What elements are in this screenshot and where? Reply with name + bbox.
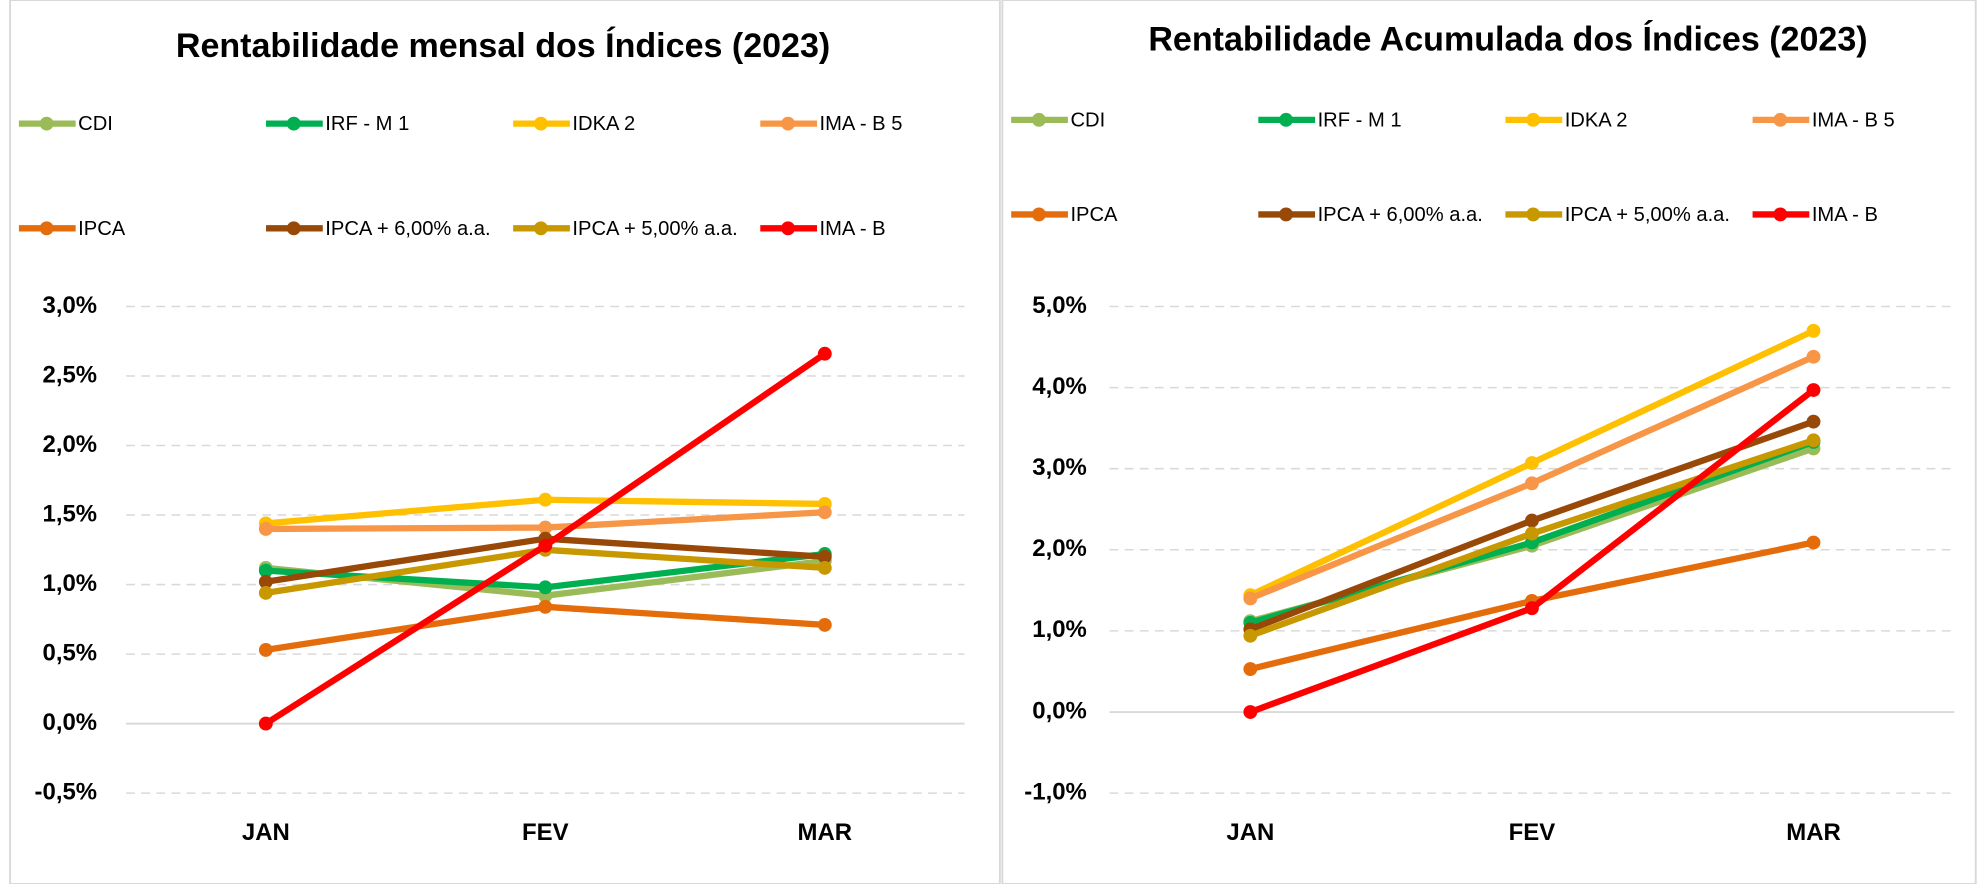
data-point: [538, 492, 553, 507]
panel-left: [9, 0, 1001, 884]
y-tick-label: 4,0%: [1032, 373, 1087, 400]
legend-marker: [1526, 112, 1541, 127]
data-point: [817, 346, 832, 361]
y-tick-label: 0,0%: [1032, 697, 1087, 724]
data-point: [1243, 628, 1258, 643]
data-point: [1524, 513, 1539, 528]
legend-marker: [286, 221, 301, 236]
data-point: [538, 580, 553, 595]
data-point: [1524, 456, 1539, 470]
data-point: [1806, 349, 1821, 364]
y-tick-label: 2,5%: [43, 361, 98, 388]
data-point: [1524, 601, 1539, 616]
legend-label: IDKA 2: [1565, 109, 1628, 131]
legend-label: CDI: [78, 113, 113, 135]
x-tick-label: MAR: [1786, 819, 1841, 846]
data-point: [1243, 705, 1258, 719]
y-tick-label: 5,0%: [1032, 292, 1087, 319]
legend-label: IMA - B: [820, 218, 886, 240]
data-point: [258, 563, 273, 578]
legend-label: IDKA 2: [572, 113, 635, 135]
data-point: [1524, 476, 1539, 491]
data-point: [1806, 535, 1821, 550]
legend-label: IRF - M 1: [1318, 109, 1402, 131]
legend-marker: [781, 116, 795, 131]
y-tick-label: 1,0%: [43, 570, 98, 597]
legend-label: IMA - B 5: [820, 113, 903, 135]
data-point: [1243, 662, 1258, 676]
legend-marker: [1526, 207, 1541, 222]
legend-label: IPCA + 6,00% a.a.: [1318, 204, 1483, 226]
x-tick-label: FEV: [522, 819, 569, 846]
legend-label: CDI: [1070, 109, 1105, 131]
y-tick-label: -1,0%: [1024, 778, 1087, 805]
y-tick-label: 2,0%: [1032, 535, 1087, 562]
legend-marker: [1279, 207, 1293, 222]
legend-marker: [1773, 112, 1788, 127]
legend-label: IRF - M 1: [325, 113, 409, 135]
legend-marker: [533, 221, 548, 236]
y-tick-label: 0,0%: [43, 709, 98, 736]
y-tick-label: 3,0%: [1032, 454, 1087, 481]
data-point: [1524, 526, 1539, 541]
data-point: [1806, 323, 1821, 338]
data-point: [817, 617, 832, 632]
data-point: [817, 549, 832, 564]
chart-title: Rentabilidade Acumulada dos Índices (202…: [1148, 21, 1867, 59]
data-point: [258, 642, 273, 657]
x-tick-label: JAN: [242, 819, 290, 846]
data-point: [258, 585, 273, 600]
legend-marker: [39, 221, 54, 236]
legend-marker: [286, 116, 301, 131]
y-tick-label: -0,5%: [35, 778, 98, 805]
legend-marker: [781, 221, 795, 236]
x-tick-label: MAR: [798, 819, 853, 846]
legend-marker: [1279, 112, 1293, 127]
x-tick-label: JAN: [1226, 819, 1274, 846]
data-point: [538, 599, 553, 614]
legend-marker: [1031, 207, 1046, 222]
panel-right: [1001, 0, 1977, 884]
chart-title: Rentabilidade mensal dos Índices (2023): [176, 27, 830, 65]
data-point: [817, 505, 832, 520]
x-tick-label: FEV: [1509, 819, 1556, 846]
legend-label: IPCA + 6,00% a.a.: [325, 218, 490, 240]
legend-marker: [533, 116, 548, 131]
y-tick-label: 3,0%: [43, 292, 98, 319]
data-point: [1243, 591, 1258, 606]
data-point: [258, 574, 273, 589]
legend-label: IMA - B: [1812, 204, 1878, 226]
y-tick-label: 1,5%: [43, 500, 98, 527]
y-tick-label: 1,0%: [1032, 616, 1087, 643]
data-point: [1806, 383, 1821, 397]
legend-marker: [1773, 207, 1788, 222]
legend-marker: [1031, 112, 1046, 127]
y-tick-label: 0,5%: [43, 639, 98, 666]
legend-label: IPCA + 5,00% a.a.: [1565, 204, 1730, 226]
data-point: [1806, 433, 1821, 448]
legend-label: IPCA: [78, 218, 126, 240]
legend-marker: [39, 116, 54, 131]
data-point: [258, 716, 273, 731]
data-point: [1806, 414, 1821, 429]
data-point: [258, 522, 273, 536]
data-point: [817, 560, 832, 575]
y-tick-label: 2,0%: [43, 431, 98, 458]
legend-label: IMA - B 5: [1812, 109, 1895, 131]
legend-label: IPCA + 5,00% a.a.: [572, 218, 737, 240]
legend-label: IPCA: [1070, 204, 1118, 226]
data-point: [538, 538, 553, 553]
data-point: [538, 520, 553, 535]
